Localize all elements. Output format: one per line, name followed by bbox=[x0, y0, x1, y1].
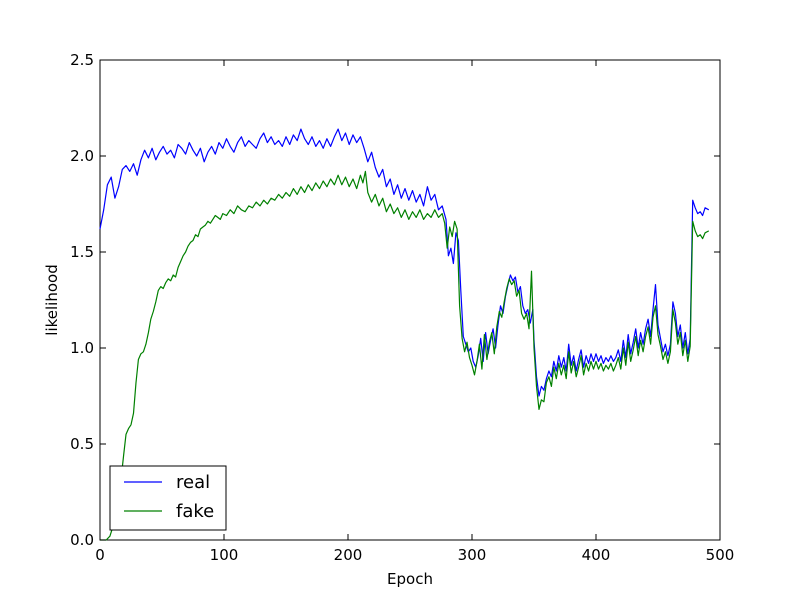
x-tick-label: 200 bbox=[334, 546, 363, 564]
y-axis-label: likelihood bbox=[43, 264, 61, 335]
ticks-layer: 0 100 200 300 400 500 0.0 0.5 1.0 1.5 2.0 2.5 bbox=[70, 51, 734, 564]
y-tick-label: 0.5 bbox=[70, 435, 94, 453]
legend: real fake bbox=[109, 465, 227, 531]
x-tick-label: 300 bbox=[458, 546, 487, 564]
plot-area: 0 100 200 300 400 500 0.0 0.5 1.0 1.5 2.0 2.5 bbox=[70, 51, 734, 564]
legend-label-real: real bbox=[176, 472, 210, 493]
y-tick-label: 2.0 bbox=[70, 147, 94, 165]
y-tick-label: 1.0 bbox=[70, 339, 94, 357]
x-tick-label: 100 bbox=[210, 546, 239, 564]
y-tick-label: 2.5 bbox=[70, 51, 94, 69]
x-tick-label: 500 bbox=[706, 546, 735, 564]
series-line-real bbox=[99, 128, 710, 397]
legend-box bbox=[109, 465, 227, 531]
series-layer bbox=[99, 128, 710, 541]
y-tick-label: 1.5 bbox=[70, 243, 94, 261]
x-tick-label: 0 bbox=[95, 546, 105, 564]
series-line-fake bbox=[100, 170, 710, 541]
x-tick-label: 400 bbox=[582, 546, 611, 564]
axes-frame bbox=[99, 59, 721, 541]
legend-label-fake: fake bbox=[176, 501, 214, 522]
y-tick-label: 0.0 bbox=[70, 531, 94, 549]
x-axis-label: Epoch bbox=[387, 570, 433, 588]
